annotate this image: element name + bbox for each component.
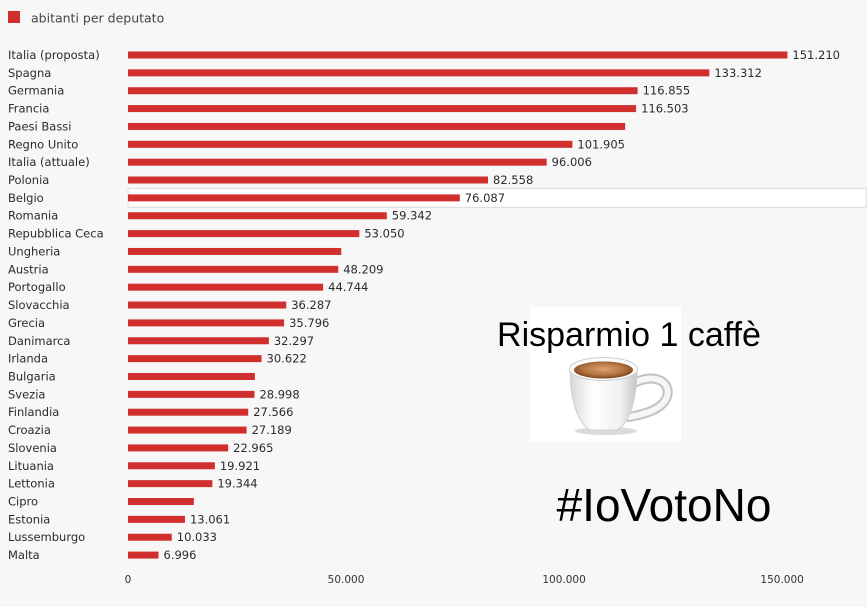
category-label: Lettonia (8, 477, 55, 491)
bar[interactable] (128, 337, 269, 345)
category-label: Portogallo (8, 280, 66, 294)
overlay-image (530, 307, 681, 442)
category-label: Bulgaria (8, 369, 56, 383)
bar[interactable] (128, 319, 285, 327)
bar[interactable] (128, 515, 185, 523)
legend[interactable]: abitanti per deputato (8, 11, 164, 26)
value-label: 133.312 (714, 66, 762, 80)
category-label: Lituania (8, 459, 54, 473)
category-label: Grecia (8, 316, 45, 330)
value-label: 82.558 (493, 173, 533, 187)
x-tick-label: 150.000 (760, 574, 803, 586)
category-label: Belgio (8, 191, 44, 205)
bar[interactable] (128, 87, 638, 95)
bar[interactable] (128, 480, 213, 488)
bar[interactable] (128, 105, 637, 113)
value-label: 22.965 (233, 441, 273, 455)
category-label: Slovenia (8, 441, 57, 455)
category-label: Paesi Bassi (8, 119, 72, 133)
bar[interactable] (128, 194, 460, 202)
x-tick-label: 0 (125, 574, 132, 586)
value-label: 59.342 (392, 209, 432, 223)
value-label: 44.744 (328, 280, 368, 294)
value-label: 76.087 (465, 191, 505, 205)
bar[interactable] (128, 265, 339, 273)
value-label: 101.905 (577, 137, 625, 151)
category-label: Romania (8, 209, 58, 223)
category-label: Repubblica Ceca (8, 227, 104, 241)
bar[interactable] (128, 426, 247, 434)
category-label: Malta (8, 548, 40, 562)
value-label: 36.287 (291, 298, 331, 312)
bar[interactable] (128, 462, 215, 470)
category-label: Austria (8, 262, 49, 276)
bar[interactable] (128, 444, 229, 452)
category-label: Germania (8, 84, 64, 98)
overlay-caption: Risparmio 1 caffè (497, 316, 761, 354)
value-label: 116.855 (643, 84, 691, 98)
category-label: Svezia (8, 387, 45, 401)
x-tick-label: 50.000 (328, 574, 365, 586)
value-label: 19.921 (220, 459, 260, 473)
category-label: Regno Unito (8, 137, 78, 151)
category-label: Francia (8, 102, 49, 116)
bar[interactable] (128, 551, 159, 559)
category-label: Italia (proposta) (8, 48, 100, 62)
bar[interactable] (128, 247, 342, 255)
category-label: Finlandia (8, 405, 59, 419)
value-label: 48.209 (343, 262, 383, 276)
value-label: 151.210 (792, 48, 840, 62)
bar[interactable] (128, 355, 262, 363)
category-label: Spagna (8, 66, 51, 80)
value-label: 35.796 (289, 316, 329, 330)
bar[interactable] (128, 51, 788, 59)
bar[interactable] (128, 69, 710, 77)
category-label: Danimarca (8, 334, 70, 348)
value-label: 27.189 (252, 423, 292, 437)
value-label: 6.996 (164, 548, 197, 562)
bar[interactable] (128, 498, 194, 505)
value-label: 13.061 (190, 512, 230, 526)
bar[interactable] (128, 212, 387, 220)
category-label: Estonia (8, 512, 50, 526)
bar[interactable] (128, 301, 287, 309)
value-label: 27.566 (253, 405, 293, 419)
value-label: 28.998 (259, 387, 299, 401)
category-label: Italia (attuale) (8, 155, 90, 169)
value-label: 96.006 (552, 155, 592, 169)
bar[interactable] (128, 390, 255, 398)
x-axis: 0 50.000 100.000 150.000 (125, 574, 804, 586)
category-label: Polonia (8, 173, 49, 187)
bar[interactable] (128, 283, 324, 291)
bar[interactable] (128, 372, 255, 380)
value-label: 19.344 (217, 477, 257, 491)
coffee-cup-icon (569, 357, 673, 435)
bar[interactable] (128, 158, 547, 166)
bars-group: Italia (proposta) 151.210 Spagna 133.312 Ger… (8, 48, 867, 562)
value-label: 116.503 (641, 102, 689, 116)
bar[interactable] (128, 176, 489, 184)
category-label: Ungheria (8, 244, 60, 258)
legend-swatch (8, 11, 20, 23)
value-label: 30.622 (267, 352, 307, 366)
value-label: 32.297 (274, 334, 314, 348)
bar[interactable] (128, 408, 249, 416)
x-tick-label: 100.000 (542, 574, 585, 586)
category-label: Irlanda (8, 352, 48, 366)
bar[interactable] (128, 122, 626, 130)
category-label: Lussemburgo (8, 530, 85, 544)
bar[interactable] (128, 230, 360, 238)
bar[interactable] (128, 533, 172, 541)
value-label: 10.033 (177, 530, 217, 544)
category-label: Croazia (8, 423, 51, 437)
bar[interactable] (128, 140, 573, 148)
legend-label: abitanti per deputato (31, 11, 164, 26)
category-label: Slovacchia (8, 298, 70, 312)
overlay-hashtag: #IoVotoNo (557, 479, 772, 531)
category-label: Cipro (8, 495, 38, 509)
value-label: 53.050 (364, 227, 404, 241)
